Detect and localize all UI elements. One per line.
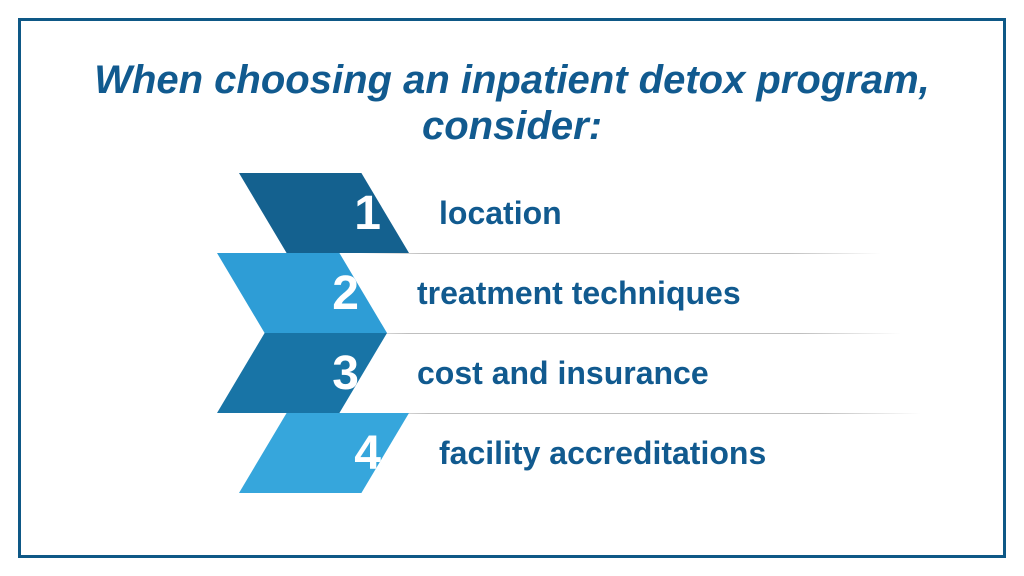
list-item: 3 cost and insurance	[217, 333, 709, 413]
list-item-label: location	[439, 195, 562, 232]
list-item: 1 location	[239, 173, 562, 253]
chevron-number-badge: 3	[217, 333, 387, 413]
heading: When choosing an inpatient detox program…	[21, 21, 1003, 149]
chevron-number-badge: 1	[239, 173, 409, 253]
list-item-label: treatment techniques	[417, 275, 741, 312]
chevron-number-badge: 4	[239, 413, 409, 493]
chevron-number-badge: 2	[217, 253, 387, 333]
list-item: 2 treatment techniques	[217, 253, 741, 333]
infographic-frame: When choosing an inpatient detox program…	[18, 18, 1006, 558]
list-item: 4 facility accreditations	[239, 413, 766, 493]
list-item-label: cost and insurance	[417, 355, 709, 392]
list-item-label: facility accreditations	[439, 435, 766, 472]
chevron-list: 1 location 2 treatment techniques 3 cost and …	[21, 173, 1003, 533]
